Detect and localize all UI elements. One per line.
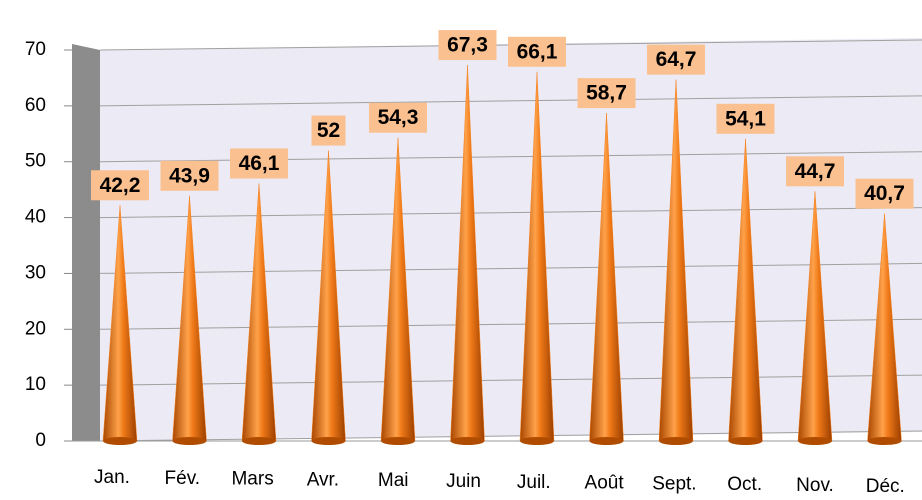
- y-tick-label: 60: [25, 95, 46, 116]
- grid-line: [99, 95, 922, 107]
- value-label: 44,7: [795, 160, 836, 183]
- value-label: 54,1: [725, 107, 766, 130]
- grid-line: [99, 207, 922, 219]
- x-tick-label: Fév.: [165, 468, 201, 489]
- grid-line: [99, 374, 922, 386]
- x-tick-label: Avr.: [307, 469, 339, 490]
- back-wall: [100, 38, 922, 441]
- y-tick-label: 50: [25, 151, 46, 172]
- value-label: 58,7: [586, 82, 627, 105]
- value-label-box: [508, 36, 566, 67]
- value-label: 46,1: [239, 152, 280, 175]
- cone: [589, 113, 624, 445]
- x-tick-label: Juin: [446, 471, 481, 492]
- value-label-box: [369, 102, 427, 133]
- cone: [311, 150, 346, 445]
- cone: [728, 138, 763, 445]
- x-tick-label: Sept.: [652, 473, 696, 494]
- y-tick-label: 40: [25, 207, 46, 228]
- x-tick-label: Juil.: [517, 472, 551, 493]
- cone: [450, 65, 485, 445]
- grid-line: [99, 318, 922, 330]
- x-tick-label: Août: [585, 473, 625, 494]
- value-label: 42,2: [100, 174, 141, 197]
- cone: [797, 191, 833, 445]
- value-label: 52: [317, 119, 340, 142]
- x-tick-label: Oct.: [727, 474, 762, 495]
- value-label: 43,9: [169, 164, 210, 187]
- grid-line: [99, 430, 922, 442]
- value-label-box: [91, 170, 149, 201]
- value-label-box: [786, 156, 844, 187]
- value-label-box: [230, 148, 288, 179]
- value-label: 40,7: [864, 182, 905, 205]
- cone: [102, 205, 138, 445]
- y-tick-label: 20: [25, 318, 46, 339]
- value-label: 54,3: [378, 106, 419, 129]
- value-label-box: [438, 30, 497, 61]
- x-tick-label: Déc.: [866, 476, 905, 497]
- y-tick-label: 10: [25, 374, 46, 395]
- value-label-box: [855, 178, 914, 209]
- cone: [658, 79, 694, 445]
- value-label: 67,3: [447, 34, 488, 57]
- x-tick-label: Nov.: [796, 475, 834, 496]
- x-tick-label: Jan.: [94, 467, 130, 488]
- side-wall: [72, 44, 100, 441]
- cone: [867, 213, 902, 445]
- value-label-box: [577, 78, 636, 109]
- y-tick-label: 30: [25, 262, 46, 283]
- y-tick-label: 70: [25, 39, 46, 60]
- grid-line: [99, 262, 922, 274]
- cone: [380, 137, 416, 445]
- value-label-box: [716, 103, 775, 134]
- value-label-box: [311, 115, 346, 146]
- y-tick-label: 0: [35, 430, 46, 451]
- value-label-box: [160, 160, 219, 191]
- cone: [241, 183, 277, 445]
- value-label: 64,7: [656, 48, 697, 71]
- cone: [519, 71, 555, 445]
- x-tick-label: Mai: [378, 470, 409, 491]
- value-label: 66,1: [517, 40, 558, 63]
- cone: [172, 195, 207, 445]
- x-tick-label: Mars: [231, 469, 273, 490]
- value-label-box: [647, 44, 705, 75]
